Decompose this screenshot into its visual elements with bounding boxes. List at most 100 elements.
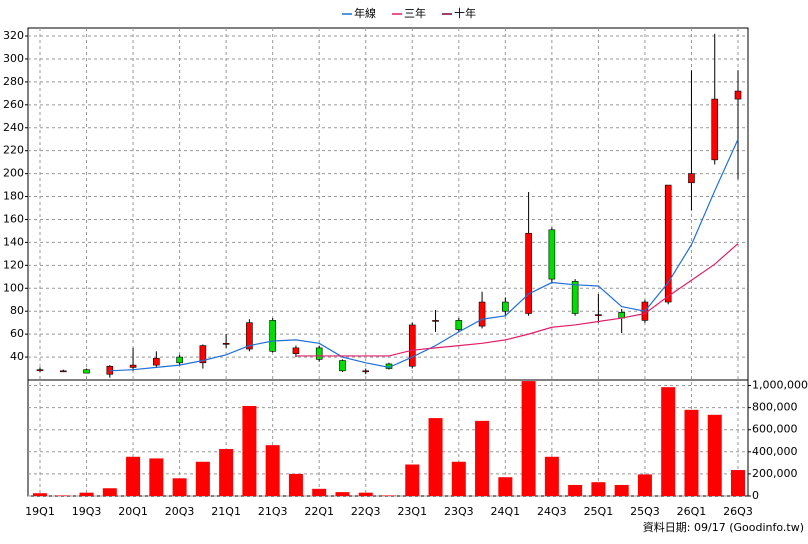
candle-body xyxy=(129,364,137,368)
candle-body xyxy=(59,370,67,373)
volume-bar xyxy=(265,445,280,496)
volume-tick-label: 200,000 xyxy=(752,467,798,480)
candle-body xyxy=(199,345,207,364)
volume-bar xyxy=(382,495,396,496)
x-tick-label: 25Q3 xyxy=(630,505,660,518)
x-tick-label: 24Q1 xyxy=(491,505,521,518)
x-tick-label: 24Q3 xyxy=(537,505,567,518)
volume-bar xyxy=(591,482,606,496)
candle-body xyxy=(339,360,346,372)
candle-body xyxy=(502,301,509,312)
legend-label: 年線 xyxy=(354,6,376,20)
volume-bar xyxy=(731,470,745,496)
y-tick-label: 220 xyxy=(3,144,24,157)
x-tick-label: 20Q1 xyxy=(118,505,148,518)
candle-body xyxy=(36,369,44,371)
candle-body xyxy=(525,232,532,314)
volume-tick-label: 1,000,000 xyxy=(752,379,808,392)
y-tick-label: 100 xyxy=(3,281,24,294)
volume-bar xyxy=(521,381,536,496)
x-tick-label: 21Q3 xyxy=(258,505,288,518)
candle-body xyxy=(222,343,230,345)
volume-tick-label: 600,000 xyxy=(752,423,798,436)
candle-body xyxy=(292,347,300,354)
candle-body xyxy=(153,357,160,366)
y-tick-label: 120 xyxy=(3,258,24,271)
y-tick-label: 240 xyxy=(3,121,24,134)
x-tick-label: 22Q1 xyxy=(304,505,334,518)
volume-bar xyxy=(288,473,303,496)
y-tick-label: 260 xyxy=(3,98,24,111)
legend-label: 十年 xyxy=(454,6,476,20)
y-tick-label: 300 xyxy=(3,52,24,65)
volume-bar xyxy=(79,492,94,496)
x-tick-label: 21Q1 xyxy=(211,505,241,518)
candle-body xyxy=(711,98,719,161)
candle-body xyxy=(408,324,416,367)
x-tick-label: 26Q1 xyxy=(677,505,707,518)
volume-bar xyxy=(219,449,234,496)
volume-bar xyxy=(149,458,164,496)
y-tick-label: 60 xyxy=(10,327,24,340)
candle-body xyxy=(83,369,90,374)
x-tick-label: 22Q3 xyxy=(351,505,381,518)
x-tick-label: 23Q1 xyxy=(397,505,427,518)
y-tick-label: 80 xyxy=(10,304,24,317)
volume-bar xyxy=(195,461,210,496)
x-tick-label: 19Q3 xyxy=(72,505,102,518)
candle-body xyxy=(362,370,370,373)
volume-bar xyxy=(707,414,722,496)
y-tick-label: 200 xyxy=(3,167,24,180)
y-tick-label: 180 xyxy=(3,190,24,203)
y-tick-label: 160 xyxy=(3,212,24,225)
x-tick-label: 25Q1 xyxy=(584,505,614,518)
candle-body xyxy=(595,314,602,316)
volume-bar xyxy=(544,456,559,496)
x-tick-label: 20Q3 xyxy=(165,505,195,518)
candle-body xyxy=(246,322,253,350)
candle-body xyxy=(269,320,276,352)
x-tick-label: 26Q3 xyxy=(723,505,753,518)
candle-body xyxy=(455,320,463,330)
candle-body xyxy=(734,90,742,100)
volume-bar xyxy=(33,493,47,496)
y-tick-label: 280 xyxy=(3,75,24,88)
ma-line xyxy=(109,138,739,372)
y-tick-label: 40 xyxy=(10,350,24,363)
candle-body xyxy=(548,229,556,280)
volume-bar xyxy=(568,484,583,496)
candle-body xyxy=(478,301,486,327)
y-tick-label: 320 xyxy=(3,29,24,42)
volume-bar xyxy=(637,474,652,496)
volume-bar xyxy=(661,387,676,496)
volume-tick-label: 400,000 xyxy=(752,445,798,458)
candle-body xyxy=(664,184,672,303)
x-tick-label: 23Q3 xyxy=(444,505,474,518)
volume-bar xyxy=(684,409,699,496)
volume-bar xyxy=(475,420,490,496)
candle-body xyxy=(571,281,579,314)
legend-label: 三年 xyxy=(404,6,426,20)
volume-tick-label: 800,000 xyxy=(752,401,798,414)
volume-bar xyxy=(126,456,141,496)
volume-bar xyxy=(498,477,513,496)
volume-bar xyxy=(242,405,257,496)
source-note: 資料日期: 09/17 (Goodinfo.tw) xyxy=(643,520,804,534)
volume-tick-label: 0 xyxy=(752,489,759,502)
candle-body xyxy=(176,356,183,364)
volume-bar xyxy=(405,464,420,496)
candle-body xyxy=(432,320,439,322)
volume-bar xyxy=(358,492,373,496)
candle-body xyxy=(315,347,323,360)
volume-bar xyxy=(56,495,71,496)
volume-bar xyxy=(312,488,327,496)
volume-bar xyxy=(614,484,629,496)
volume-bar xyxy=(451,461,466,496)
candle-body xyxy=(688,173,695,184)
volume-bar xyxy=(172,478,187,496)
y-tick-label: 140 xyxy=(3,235,24,248)
ma-line xyxy=(295,243,739,357)
volume-bar xyxy=(102,488,117,496)
